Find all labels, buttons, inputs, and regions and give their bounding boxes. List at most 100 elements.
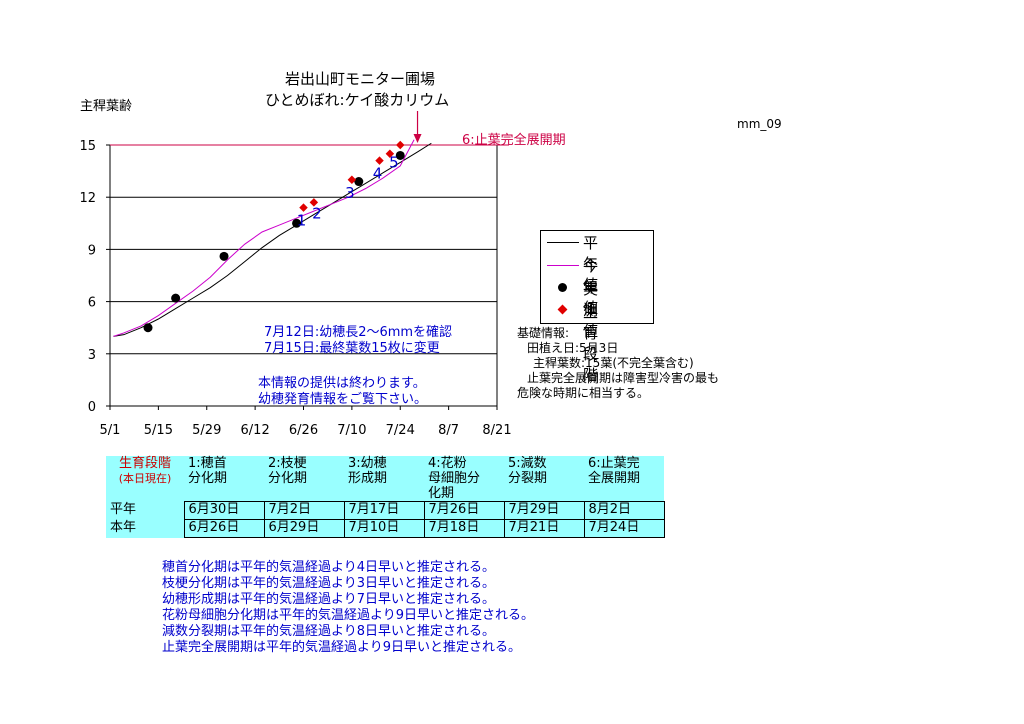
chart-title-line1: 岩出山町モニター圃場	[285, 70, 436, 88]
growth-stage-marker	[309, 198, 319, 207]
measured-point	[219, 251, 229, 261]
table-cell-date: 7月18日	[423, 519, 505, 538]
x-tick-label: 6/26	[289, 423, 318, 438]
legend-swatch-normal-year	[547, 242, 579, 243]
sheet-id: mm_09	[737, 117, 782, 131]
table-cell-date: 7月29日	[503, 501, 585, 520]
note-line: 止葉完全展開期は平年的気温経過より9日早いと推定される。	[162, 640, 522, 655]
info-heading: 基礎情報:	[517, 326, 570, 340]
info-leaf-count: 主稈葉数:15葉(不完全葉含む)	[533, 356, 694, 370]
table-cell-date: 7月21日	[503, 519, 585, 538]
growth-stage-marker	[347, 175, 357, 185]
table-stage-header-line: 1:穂首	[188, 456, 227, 471]
y-tick-label: 0	[88, 400, 96, 415]
y-axis-label: 主稈葉齢	[80, 99, 133, 114]
y-tick-label: 9	[88, 243, 96, 258]
info-note-line2: 危険な時期に相当する。	[517, 386, 650, 400]
table-stage-header-line: 5:減数	[508, 456, 547, 471]
table-stage-header-line: 形成期	[348, 471, 388, 486]
table-header-row: 生育段階 (本日現在) 1:穂首 分化期 2:枝梗 分化期 3:幼穂 形成期 4:花粉…	[106, 456, 664, 502]
annotation-see-info: 幼穂発育情報をご覧下さい。	[258, 392, 428, 407]
note-line: 幼穂形成期は平年的気温経過より7日早いと推定される。	[162, 592, 496, 607]
note-line: 枝梗分化期は平年的気温経過より3日早いと推定される。	[162, 576, 496, 591]
note-line: 花粉母細胞分化期は平年的気温経過より9日早いと推定される。	[162, 608, 535, 623]
chart-marks	[143, 111, 422, 333]
table-cell-date: 7月24日	[583, 519, 665, 538]
reference-line-label: 6:止葉完全展開期	[462, 132, 566, 148]
table-row-label: 本年	[106, 519, 184, 538]
table-cell-date: 8月2日	[583, 501, 665, 520]
x-tick-label: 5/29	[192, 423, 221, 438]
y-tick-label: 6	[88, 296, 96, 311]
table-stage-header-line: 3:幼穂	[348, 456, 387, 471]
note-line: 穂首分化期は平年的気温経過より4日早いと推定される。	[162, 560, 496, 575]
table-row-normal-year: 平年 6月30日 7月2日 7月17日 7月26日 7月29日 8月2日	[106, 501, 665, 520]
x-tick-label: 8/7	[438, 423, 459, 438]
chart-legend: 平年値 今年値 実測値 生育段階	[540, 230, 654, 384]
legend-label-measured: 実測値	[583, 280, 599, 340]
table-cell-date: 7月26日	[423, 501, 505, 520]
growth-stage-table: 生育段階 (本日現在) 1:穂首 分化期 2:枝梗 分化期 3:幼穂 形成期 4:花粉…	[106, 456, 665, 538]
growth-stage-marker	[396, 140, 405, 150]
table-stage-header: 1:穂首 分化期	[184, 456, 264, 502]
x-tick-label: 7/10	[337, 423, 366, 438]
series-line-normal-year	[113, 142, 432, 337]
x-tick-label: 6/12	[241, 423, 270, 438]
annotation-july12: 7月12日:幼穂長2～6mmを確認	[264, 325, 453, 340]
table-stage-header-line: 全展開期	[588, 471, 641, 486]
growth-stage-label: 4	[373, 165, 383, 183]
info-note-line1: 止葉完全展開期は障害型冷害の最も	[527, 371, 720, 385]
table-stage-header-line: 分化期	[188, 471, 228, 486]
growth-stage-label: 2	[312, 204, 322, 222]
table-cell-date: 7月17日	[343, 501, 425, 520]
table-stage-header: 4:花粉 母細胞分 化期	[424, 456, 504, 502]
growth-stage-label: 5	[389, 154, 399, 172]
series-line-this-year	[113, 139, 415, 337]
table-stage-header-line: 2:枝梗	[268, 456, 307, 471]
legend-label-growth-stage: 生育段階	[583, 303, 599, 384]
y-tick-label: 12	[79, 191, 96, 206]
basic-info: 基礎情報: 田植え日:5月3日 主稈葉数:15葉(不完全葉含む) 止葉完全展開期…	[517, 326, 719, 401]
x-tick-label: 5/1	[100, 423, 121, 438]
table-stage-header-line: 母細胞分	[428, 471, 481, 486]
growth-stage-label: 1	[297, 212, 307, 230]
flag-leaf-arrow-head	[413, 134, 422, 143]
table-cell-date: 7月2日	[263, 501, 345, 520]
annotation-end-notice: 本情報の提供は終わります。	[258, 376, 426, 391]
table-stage-header-line: 4:花粉	[428, 456, 467, 471]
growth-stage-marker	[375, 156, 384, 165]
table-cell-date: 6月26日	[183, 519, 265, 538]
table-cell-date: 7月10日	[343, 519, 425, 538]
measured-point	[143, 323, 153, 333]
x-tick-label: 5/15	[144, 423, 173, 438]
table-stage-header: 6:止葉完 全展開期	[584, 456, 664, 502]
table-stage-header: 2:枝梗 分化期	[264, 456, 344, 502]
legend-marker-measured	[558, 283, 567, 292]
table-header-label-line1: 生育段階	[118, 456, 171, 471]
legend-swatch-this-year	[547, 265, 579, 266]
table-header-label-line2: (本日現在)	[118, 472, 172, 485]
info-planting-date: 田植え日:5月3日	[527, 341, 619, 355]
x-tick-label: 7/24	[386, 423, 415, 438]
table-row-this-year: 本年 6月26日 6月29日 7月10日 7月18日 7月21日 7月24日	[106, 519, 665, 538]
table-stage-header: 5:減数 分裂期	[504, 456, 584, 502]
table-stage-header: 3:幼穂 形成期	[344, 456, 424, 502]
stage-notes: 穂首分化期は平年的気温経過より4日早いと推定される。 枝梗分化期は平年的気温経過…	[162, 560, 534, 656]
x-tick-label: 8/21	[482, 423, 511, 438]
y-tick-label: 3	[88, 348, 96, 363]
legend-marker-growth-stage	[557, 304, 568, 315]
table-header-label: 生育段階 (本日現在)	[106, 456, 184, 502]
measured-point	[171, 293, 181, 303]
chart-series	[110, 139, 509, 337]
legend-label-this-year: 今年値	[583, 257, 599, 317]
growth-stage-marker	[299, 203, 308, 212]
table-stage-header-line: 分裂期	[508, 471, 548, 486]
plot-area-border	[109, 144, 498, 407]
table-stage-header-line: 化期	[428, 486, 455, 501]
measured-point	[292, 218, 302, 228]
table-row-label: 平年	[106, 501, 184, 520]
table-stage-header-line: 分化期	[268, 471, 308, 486]
table-cell-date: 6月30日	[183, 501, 265, 520]
